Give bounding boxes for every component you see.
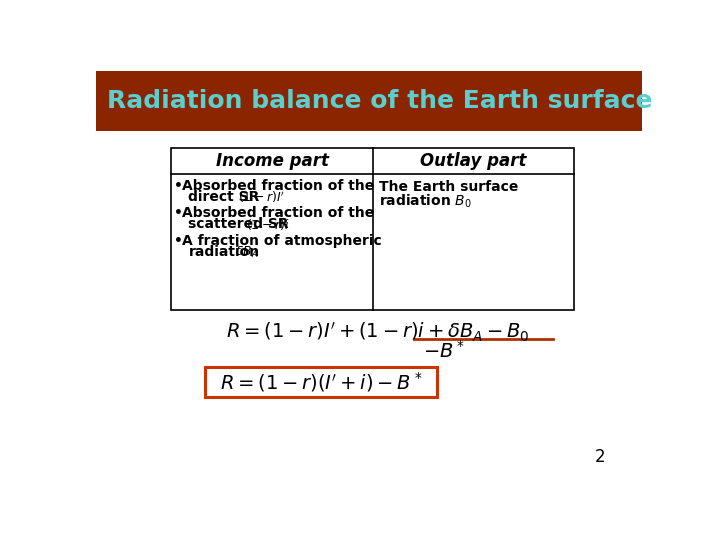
Text: $(1-r)I'$: $(1-r)I'$ <box>238 190 285 205</box>
Text: •: • <box>174 206 184 220</box>
Text: Income part: Income part <box>215 152 328 170</box>
Text: $R = (1-r)I'+(1-r)i + \delta B_A - B_0$: $R = (1-r)I'+(1-r)i + \delta B_A - B_0$ <box>225 321 529 345</box>
FancyBboxPatch shape <box>96 71 642 131</box>
Text: A fraction of atmospheric: A fraction of atmospheric <box>182 234 382 248</box>
FancyBboxPatch shape <box>171 148 575 309</box>
Text: •: • <box>174 179 184 193</box>
FancyBboxPatch shape <box>204 367 437 397</box>
Text: Radiation balance of the Earth surface: Radiation balance of the Earth surface <box>107 89 652 113</box>
Text: Absorbed fraction of the: Absorbed fraction of the <box>182 179 374 193</box>
Text: direct SR: direct SR <box>189 190 260 204</box>
Text: scattered SR: scattered SR <box>189 217 289 231</box>
Text: 2: 2 <box>595 449 606 467</box>
Text: Absorbed fraction of the: Absorbed fraction of the <box>182 206 374 220</box>
Text: $- B^*$: $- B^*$ <box>423 340 465 362</box>
Text: $\delta B_A$: $\delta B_A$ <box>235 245 258 260</box>
Text: $R = (1-r)(I'+i) - B^*$: $R = (1-r)(I'+i) - B^*$ <box>220 370 423 394</box>
Text: Outlay part: Outlay part <box>420 152 527 170</box>
Text: •: • <box>174 234 184 248</box>
Text: The Earth surface: The Earth surface <box>379 180 518 194</box>
Text: radiation: radiation <box>189 245 259 259</box>
Text: radiation $B_0$: radiation $B_0$ <box>379 193 472 210</box>
Text: $(1-r)i$: $(1-r)i$ <box>246 217 289 232</box>
